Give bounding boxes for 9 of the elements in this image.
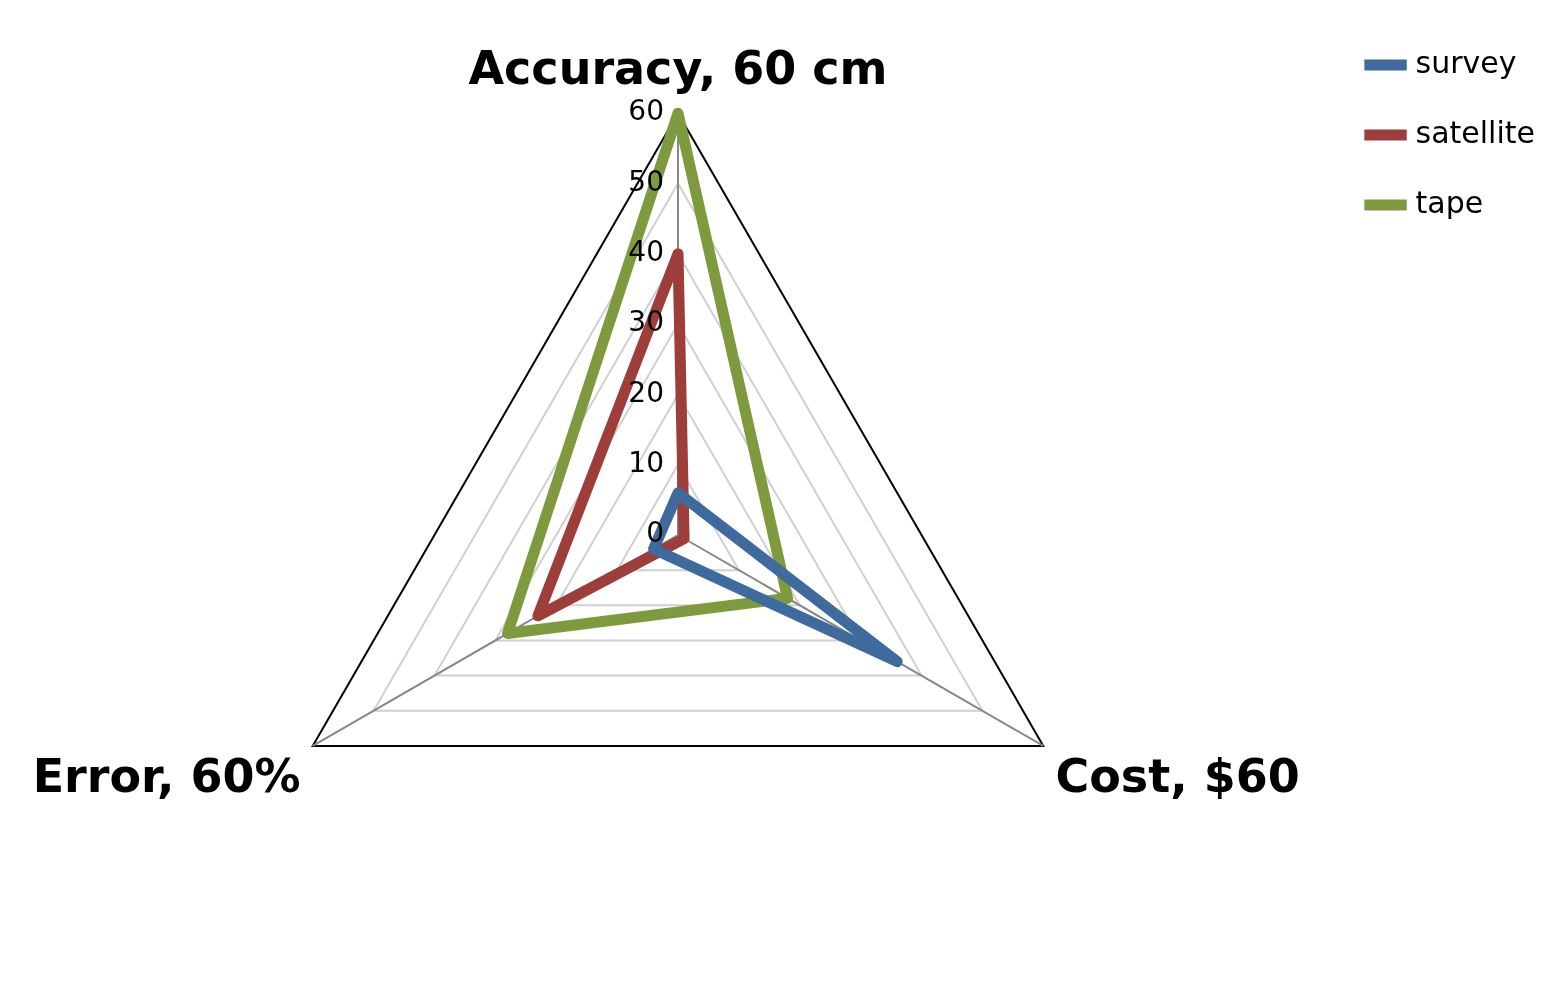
spoke-label: Cost, $60 bbox=[1055, 749, 1300, 804]
legend-label: satellite bbox=[1415, 114, 1536, 150]
legend-label: survey bbox=[1415, 44, 1517, 80]
spoke-label: Error, 60% bbox=[32, 749, 301, 804]
y-tick-label: 60 bbox=[628, 94, 664, 128]
legend-label: tape bbox=[1415, 184, 1484, 220]
y-tick-label: 20 bbox=[628, 375, 664, 409]
y-tick-label: 10 bbox=[628, 445, 664, 479]
spoke-label: Accuracy, 60 cm bbox=[468, 40, 888, 95]
